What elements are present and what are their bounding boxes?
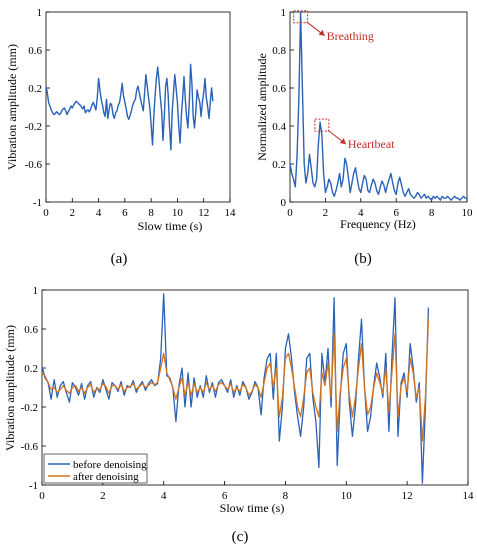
panel-a-chart: 1 0.6 0.2 -0.2 -0.6 -1 0 2 4 6 8 10 12 14 Slow time …	[5, 7, 236, 267]
panel-a-xlabel: Slow time (s)	[138, 219, 203, 233]
panel-c-chart: 1 0.6 0.2 -0.2 -0.6 -1 0 2 4 6 8 10 12 14 Slow time …	[3, 285, 474, 545]
annotation-label: Heartbeat	[348, 137, 395, 151]
panel-b-ytick-label: 1	[281, 7, 287, 19]
panel-a-xtick-label: 10	[172, 207, 184, 219]
panel-b-label: (b)	[354, 251, 372, 267]
panel-c-xtick-label: 14	[463, 490, 475, 502]
panel-a-ytick-label: -0.2	[25, 121, 42, 133]
panel-b-xtick-label: 8	[429, 207, 435, 219]
panel-c-xtick-label: 12	[402, 490, 413, 502]
panel-b-xtick-label: 10	[462, 207, 474, 219]
panel-c-ytick-label: -1	[29, 480, 38, 492]
panel-c-xtick-label: 8	[283, 490, 289, 502]
panel-a-xtick-label: 2	[70, 207, 76, 219]
legend-label-before: before denoising	[73, 459, 147, 471]
panel-a-xtick-label: 6	[122, 207, 128, 219]
panel-c-ytick-label: 0.2	[24, 363, 38, 375]
annotation-arrowhead	[339, 138, 346, 145]
panel-b-axes-frame	[289, 11, 468, 203]
panel-c-ytick-label: 1	[33, 285, 39, 297]
panel-b-xtick-label: 0	[287, 207, 293, 219]
panel-a-xtick-label: 4	[96, 207, 102, 219]
panel-a-ytick-label: 1	[37, 7, 43, 19]
panel-b-chart: 1 0.8 0.6 0.4 0.2 0 0 2 4 6 8 10 Breathing Heartbea…	[255, 7, 473, 267]
panel-b-ytick-label: 0.2	[272, 159, 286, 171]
panel-a-ytick-label: -0.6	[25, 159, 43, 171]
panel-c-ylabel: Vibration amplitude (mm)	[3, 325, 17, 451]
panel-a-ytick-label: 0.6	[28, 45, 42, 57]
panel-a-xtick-label: 12	[198, 207, 209, 219]
annotation-label: Breathing	[327, 29, 374, 43]
panel-b-spectrum-line	[289, 11, 467, 201]
legend-label-after: after denoising	[73, 471, 139, 483]
panel-b-ylabel: Normalized amplitude	[255, 53, 269, 161]
panel-b-ytick-label: 0	[281, 197, 287, 209]
panel-b-xtick-label: 2	[323, 207, 329, 219]
panel-c-xtick-label: 0	[39, 490, 45, 502]
panel-c-xtick-label: 10	[341, 490, 353, 502]
panel-a-ytick-label: -1	[33, 197, 42, 209]
panel-c-ytick-label: -0.6	[21, 441, 39, 453]
annotation-box	[293, 10, 309, 24]
panel-b-ytick-label: 0.8	[272, 45, 286, 57]
panel-b-ytick-label: 0.4	[272, 121, 286, 133]
panel-a-ylabel: Vibration amplitude (mm)	[5, 44, 19, 170]
panel-a-xtick-label: 8	[148, 207, 154, 219]
panel-c-series-after-line	[41, 319, 430, 442]
annotation-box	[314, 118, 330, 132]
annotation-arrowhead	[318, 29, 325, 36]
panel-c-xtick-label: 6	[222, 490, 228, 502]
panel-a-label: (a)	[111, 251, 128, 267]
panel-b-xlabel: Frequency (Hz)	[340, 217, 416, 231]
panel-c-ytick-label: -0.2	[21, 402, 38, 414]
panel-a-ytick-label: 0.2	[28, 83, 42, 95]
panel-a-axes-frame	[45, 11, 231, 203]
panel-a-series-line	[45, 63, 214, 151]
panel-c-label: (c)	[232, 529, 249, 545]
legend-box	[43, 453, 148, 484]
panel-b-xtick-label: 6	[393, 207, 399, 219]
panel-c-xtick-label: 2	[100, 490, 106, 502]
panel-a-xtick-label: 0	[43, 207, 49, 219]
panel-c-ytick-label: 0.6	[24, 324, 38, 336]
panel-c-xlabel: Slow time (s)	[220, 501, 285, 515]
panel-a-xtick-label: 14	[225, 207, 237, 219]
panel-c-xtick-label: 4	[161, 490, 167, 502]
panel-b-ytick-label: 0.6	[272, 83, 286, 95]
panel-c-legend: before denoising after denoising	[43, 453, 148, 484]
panel-b-xtick-label: 4	[358, 207, 364, 219]
